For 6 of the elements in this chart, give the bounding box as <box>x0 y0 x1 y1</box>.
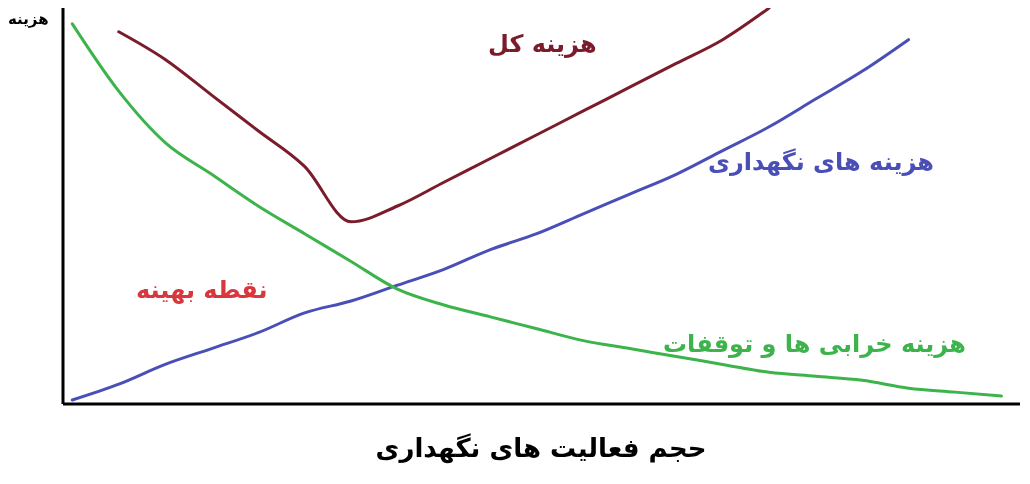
series-label: هزینه های نگهداری <box>708 148 935 176</box>
annotation: نقطه بهینه <box>136 276 268 304</box>
series-label: هزینه خرابی ها و توقفات <box>663 330 966 358</box>
series-label: هزینه کل <box>488 30 597 58</box>
y-axis-title: هزینه <box>8 10 49 28</box>
x-axis-title: حجم فعالیت های نگهداری <box>374 433 708 463</box>
